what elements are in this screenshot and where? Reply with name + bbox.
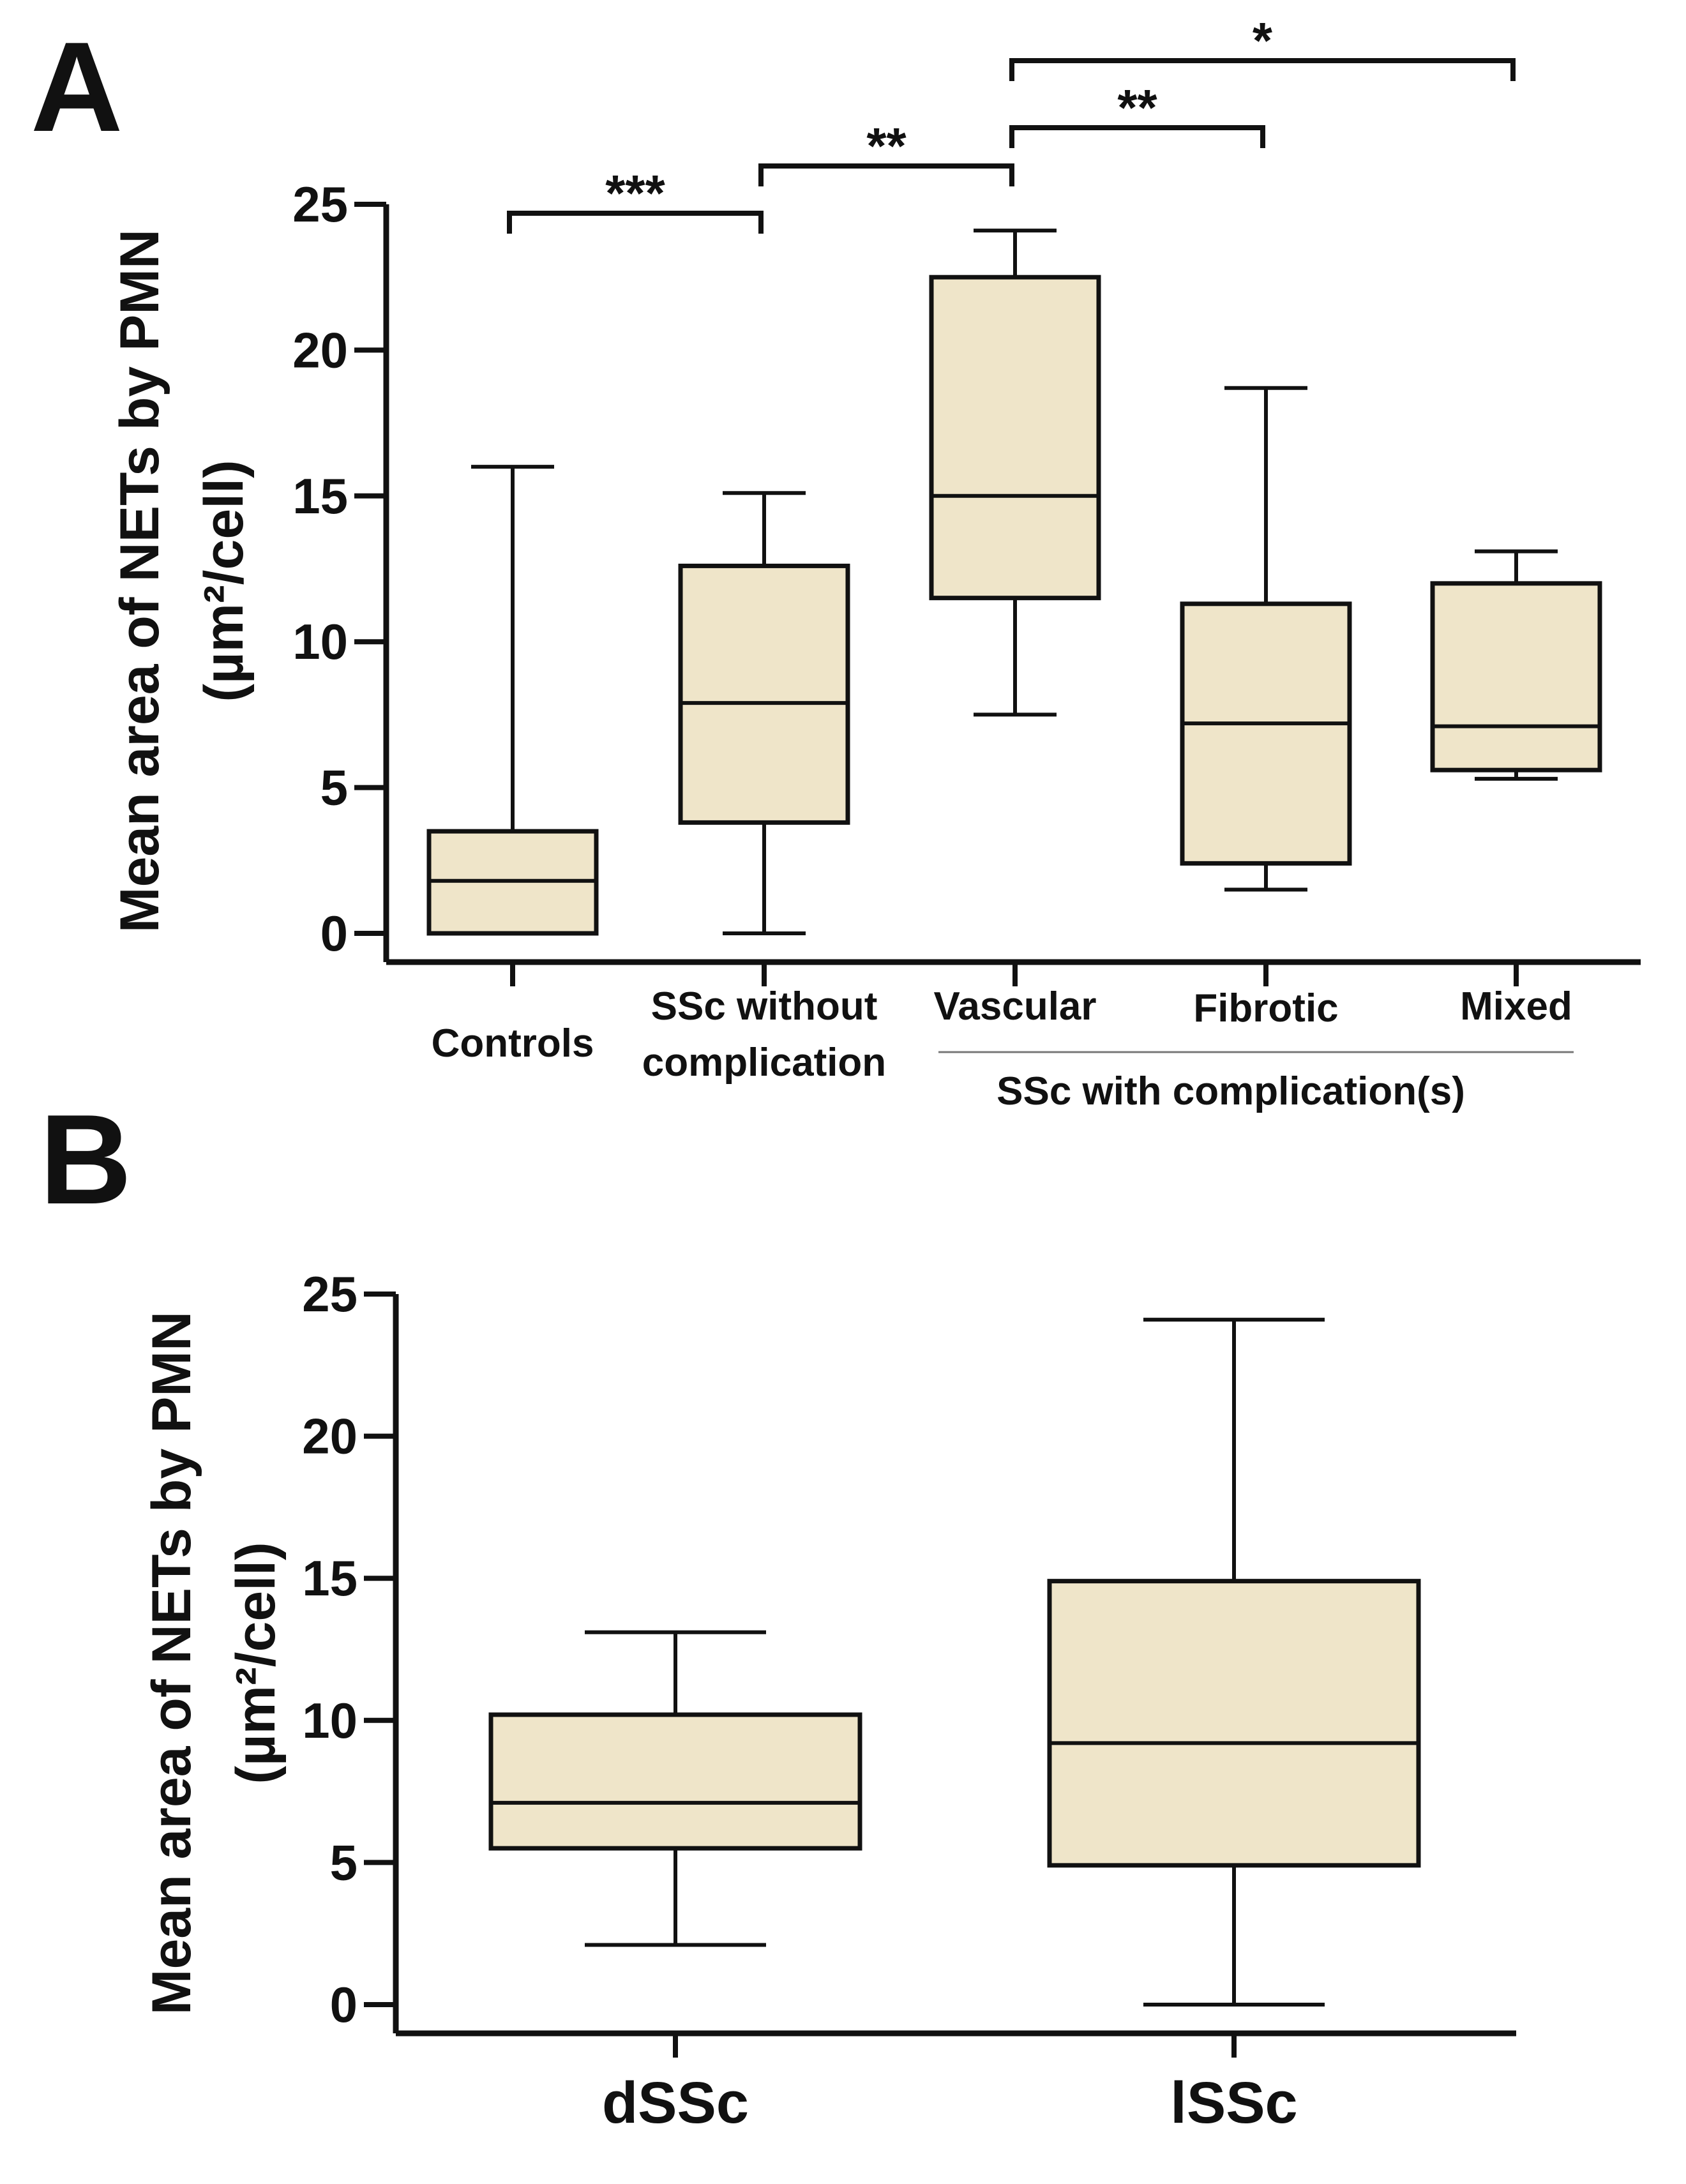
panel-a-category-label: Controls [432, 1021, 594, 1066]
panel-a-significance-label: ** [866, 117, 907, 174]
panel-b-y-tick-label: 0 [330, 1977, 358, 2033]
panel-b-letter: B [40, 1088, 132, 1231]
panel-a-significance-bracket [758, 163, 1014, 186]
panel-a-significance-bracket [1009, 125, 1265, 148]
panel-b-box [1047, 1579, 1421, 1868]
panel-b-y-tick-label: 5 [330, 1834, 358, 1890]
panel-a-significance: ******** [507, 12, 1516, 234]
panel-b: B Mean area of NETs by PMN (µm²/cell) 0 5… [40, 1088, 1516, 2135]
panel-b-boxes [488, 1318, 1421, 2007]
panel-b-category-label: lSSc [1170, 2070, 1297, 2135]
panel-a-axes: 0 5 10 15 20 25 [292, 176, 1641, 986]
panel-a-significance-label: * [1253, 12, 1273, 69]
panel-a-category-label: SSc without [651, 984, 878, 1028]
panel-b-y-tick-label: 25 [302, 1266, 358, 1322]
panel-b-categories: dSSc lSSc [602, 2070, 1298, 2135]
panel-a-significance-bracket [507, 211, 764, 234]
panel-a-box [929, 275, 1101, 601]
panel-a-y-tick-label: 20 [292, 322, 348, 378]
panel-a-ylabel-line2: (µm²/cell) [193, 460, 255, 702]
panel-a-categories: Controls SSc without complication Vascular F… [432, 984, 1574, 1113]
panel-a-y-tick-label: 5 [320, 760, 348, 816]
panel-a-significance-bracket [1009, 58, 1516, 81]
panel-b-y-tick-label: 20 [302, 1408, 358, 1465]
panel-b-axes: 0 5 10 15 20 25 [302, 1266, 1516, 2058]
panel-a-category-label-line2: complication [642, 1041, 886, 1085]
panel-a-significance-label: *** [605, 165, 665, 222]
panel-a-box [1180, 601, 1352, 866]
panel-a-y-tick-label: 10 [292, 614, 348, 670]
panel-a-y-tick-label: 15 [292, 468, 348, 524]
panel-b-y-tick-label: 10 [302, 1692, 358, 1749]
panel-a-letter: A [31, 16, 123, 158]
panel-a-group-label: SSc with complication(s) [997, 1069, 1465, 1113]
panel-a-box [1430, 581, 1602, 772]
panel-b-ylabel-line1: Mean area of NETs by PMN [141, 1311, 202, 2015]
panel-a-y-tick-label: 25 [292, 176, 348, 232]
panel-a: A Mean area of NETs by PMN (µm²/cell) 0 5… [31, 12, 1641, 1113]
panel-a-category-label: Vascular [933, 984, 1096, 1028]
panel-b-box [488, 1712, 862, 1851]
panel-a-significance-label: ** [1117, 79, 1157, 136]
panel-b-y-tick-label: 15 [302, 1550, 358, 1606]
panel-b-ylabel-line2: (µm²/cell) [225, 1542, 287, 1784]
panel-a-box [678, 563, 850, 825]
panel-b-category-label: dSSc [602, 2070, 749, 2135]
panel-a-boxes [426, 229, 1602, 936]
panel-a-ylabel-line1: Mean area of NETs by PMN [109, 229, 170, 933]
panel-a-category-label: Fibrotic [1193, 986, 1338, 1030]
panel-a-category-label: Mixed [1460, 984, 1572, 1028]
panel-a-y-tick-label: 0 [320, 905, 348, 961]
